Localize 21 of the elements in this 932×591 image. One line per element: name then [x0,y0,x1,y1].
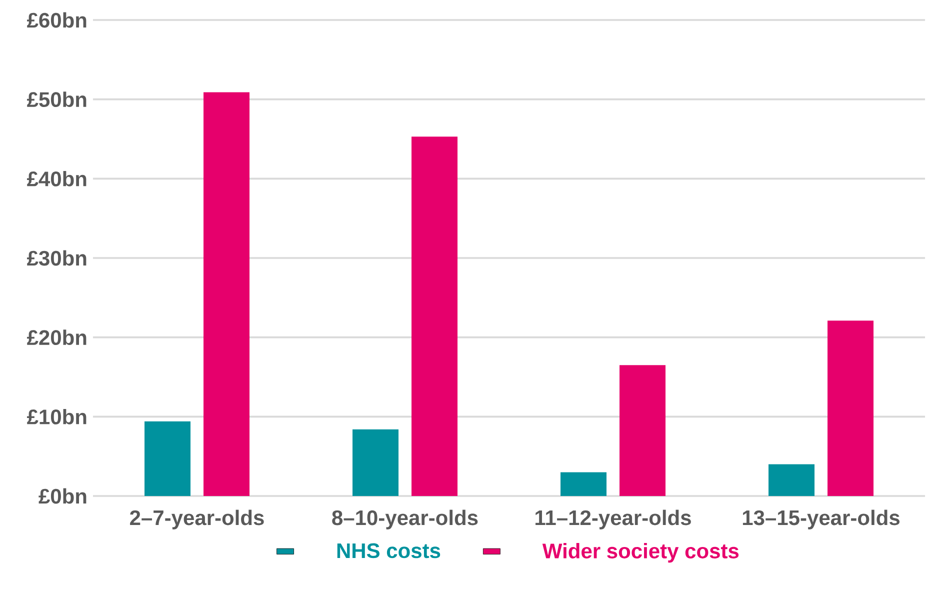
y-tick-label: £20bn [27,330,86,346]
bar [412,136,458,496]
bar [144,421,190,496]
y-tick-label: £40bn [27,170,86,186]
legend-label: NHS costs [337,543,440,558]
y-tick-label: £10bn [27,408,86,424]
bar [620,365,666,496]
bar [828,320,874,496]
y-tick-label: £60bn [27,12,86,28]
x-tick-label: 13–15-year-olds [742,510,900,530]
bar [352,429,399,496]
legend-label: Wider society costs [542,543,739,563]
bar [204,92,250,496]
y-tick-label: £30bn [27,250,86,266]
x-tick-label: 2–7-year-olds [130,510,264,530]
bar [768,464,815,496]
x-tick-label: 11–12-year-olds [536,510,691,530]
y-tick-label: £50bn [27,92,86,108]
x-tick-label: 8–10-year-olds [332,510,478,530]
y-tick-label: £0bn [38,488,86,504]
bar [560,472,607,496]
